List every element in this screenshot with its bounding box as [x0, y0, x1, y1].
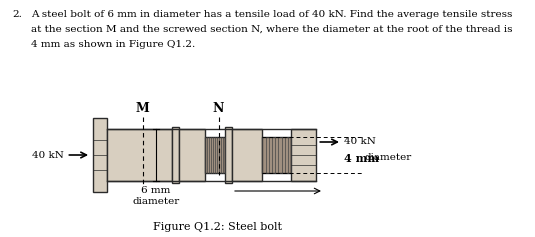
Bar: [291, 129, 316, 181]
Text: 2.: 2.: [12, 10, 22, 19]
Text: 6 mm: 6 mm: [141, 186, 171, 195]
Bar: [106, 129, 172, 181]
Text: at the section M and the screwed section N, where the diameter at the root of th: at the section M and the screwed section…: [31, 25, 513, 34]
Bar: [179, 129, 205, 181]
Text: 4 mm: 4 mm: [345, 152, 379, 164]
Text: A steel bolt of 6 mm in diameter has a tensile load of 40 kN. Find the average t: A steel bolt of 6 mm in diameter has a t…: [31, 10, 513, 19]
Text: N: N: [213, 102, 224, 115]
Text: Figure Q1.2: Steel bolt: Figure Q1.2: Steel bolt: [153, 222, 282, 232]
Bar: [232, 129, 262, 181]
Text: M: M: [136, 102, 150, 115]
Text: diameter: diameter: [365, 154, 412, 163]
Text: 40 kN: 40 kN: [345, 137, 376, 146]
Bar: [172, 127, 179, 183]
Bar: [262, 137, 291, 173]
Bar: [93, 118, 106, 192]
Bar: [225, 127, 232, 183]
Text: 40 kN: 40 kN: [32, 150, 64, 160]
Text: diameter: diameter: [132, 197, 179, 206]
Bar: [205, 137, 225, 173]
Text: 4 mm as shown in Figure Q1.2.: 4 mm as shown in Figure Q1.2.: [31, 40, 195, 49]
